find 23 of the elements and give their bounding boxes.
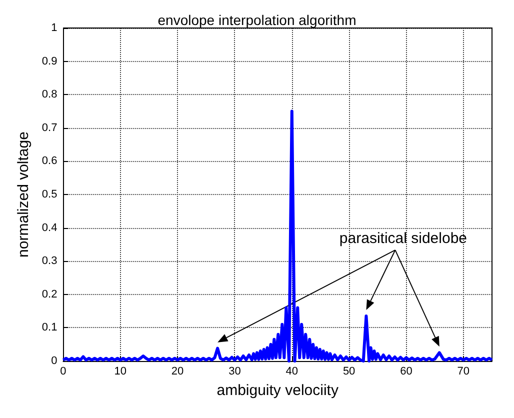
x-tick-label: 40 xyxy=(286,366,298,378)
y-tick-label: 0.7 xyxy=(42,122,58,134)
y-tick-label: 0.2 xyxy=(42,288,58,300)
x-tick-label: 30 xyxy=(228,366,241,378)
annotation: parasitical sidelobe xyxy=(339,230,468,248)
y-tick-label: 0.4 xyxy=(42,222,58,234)
chart-title: envolope interpolation algorithm xyxy=(158,12,356,28)
y-tick-label: 0 xyxy=(51,355,58,367)
y-tick-label: 0.6 xyxy=(42,155,58,168)
x-tick-label: 50 xyxy=(342,366,356,378)
y-tick-label: 0.8 xyxy=(42,88,58,101)
x-tick-label: 20 xyxy=(171,366,184,378)
x-axis-title: ambiguity velociity xyxy=(216,382,339,399)
x-tick-label: 10 xyxy=(114,366,126,378)
y-tick-label: 0.5 xyxy=(42,188,58,200)
x-tick-label: 0 xyxy=(60,366,66,378)
y-tick-label: 0.3 xyxy=(42,255,58,268)
x-tick-label: 60 xyxy=(400,366,412,378)
y-axis-title: normalized voltage xyxy=(15,132,32,258)
y-tick-label: 0.1 xyxy=(42,322,58,334)
y-tick-label: 0.9 xyxy=(42,55,58,68)
y-tick-label: 1 xyxy=(51,22,58,34)
x-tick-label: 70 xyxy=(457,366,470,378)
